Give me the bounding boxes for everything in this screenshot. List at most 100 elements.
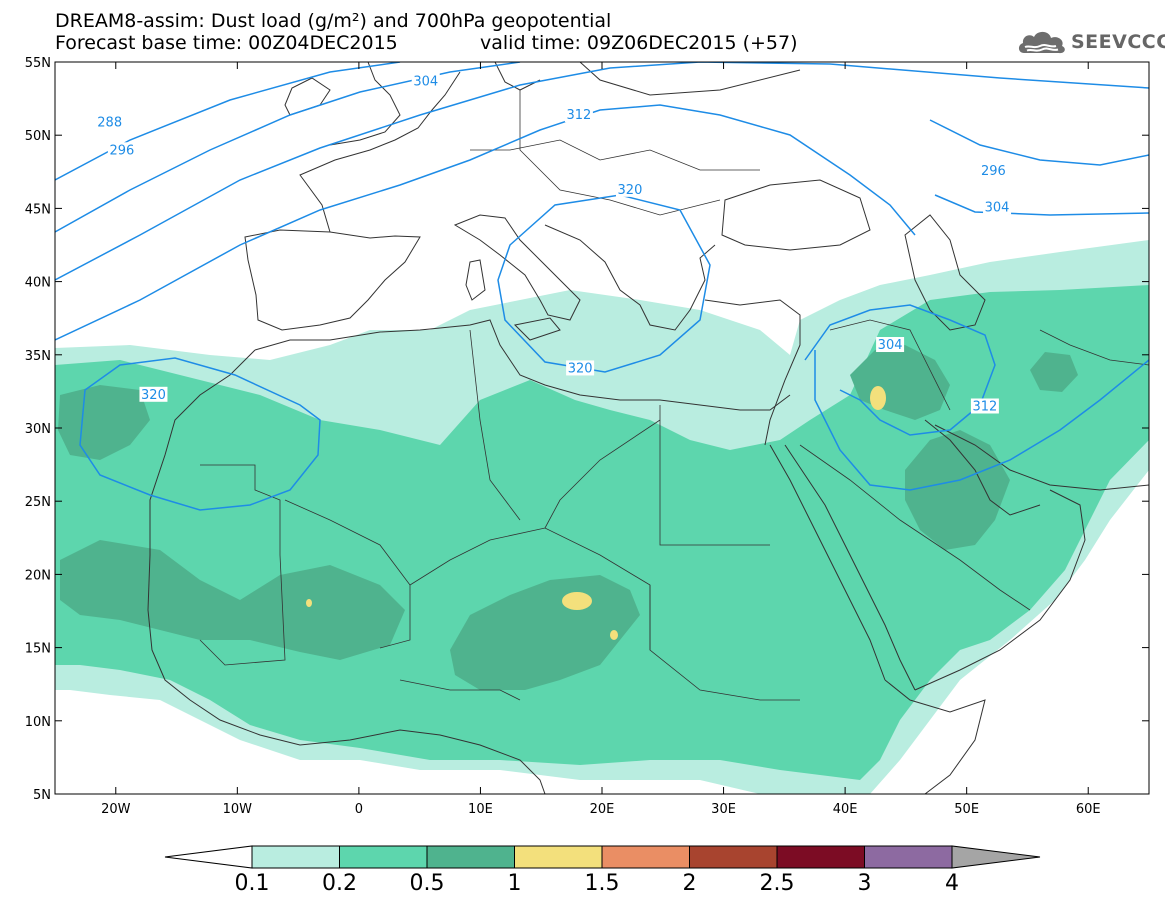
- svg-text:320: 320: [141, 388, 166, 403]
- svg-text:312: 312: [972, 400, 997, 415]
- coast-balkans: [544, 224, 716, 331]
- colorbar-label: 0.2: [322, 871, 357, 896]
- border-saudi: [799, 444, 1031, 611]
- contour-label: 296: [979, 162, 1008, 179]
- lat-tick-label: 15N: [25, 642, 51, 657]
- dust-band-1-iraq: [870, 386, 886, 410]
- colorbar-swatch: [339, 845, 428, 869]
- lat-tick-label: 50N: [25, 129, 51, 144]
- coast-north-africa: [254, 319, 791, 411]
- contour-label: 304: [411, 73, 440, 89]
- colorbar-label: 3: [858, 871, 872, 896]
- lat-tick-label: 55N: [25, 56, 51, 71]
- dust-band-1-chad-small: [610, 630, 618, 640]
- dust-band-1-mali: [306, 599, 312, 607]
- colorbar-label: 2.5: [760, 871, 795, 896]
- contour-label: 320: [139, 386, 168, 403]
- country-borders: [199, 90, 1149, 701]
- coast-baltic: [579, 62, 801, 96]
- dust-band-0.5-iran: [1030, 352, 1078, 392]
- contour-312-east: [814, 350, 1149, 491]
- contour-label: 296: [107, 142, 136, 158]
- contour-lines: 288 296 304 312 320 320 320 304 296 304 312: [55, 62, 1149, 511]
- colorbar-swatch: [776, 845, 865, 869]
- contour-320-mideast: [804, 304, 996, 436]
- lat-tick-label: 5N: [33, 788, 51, 803]
- coast-persian-gulf: [924, 419, 1041, 516]
- coast-sicily: [513, 317, 561, 341]
- svg-text:296: 296: [981, 164, 1006, 179]
- colorbar-label: 0.1: [235, 871, 270, 896]
- lon-tick-label: 40E: [833, 802, 858, 817]
- lon-tick-label: 0: [355, 802, 363, 817]
- lon-tick-label: 20E: [590, 802, 615, 817]
- lon-tick-label: 10W: [223, 802, 253, 817]
- coast-denmark: [494, 62, 541, 91]
- svg-text:312: 312: [566, 108, 591, 123]
- svg-text:320: 320: [568, 361, 593, 376]
- svg-text:320: 320: [618, 183, 643, 198]
- valid-time: valid time: 09Z06DEC2015 (+57): [480, 32, 798, 54]
- contour-label: 312: [564, 107, 593, 123]
- contour-label: 288: [95, 114, 124, 130]
- lon-axis: 20W 10W 0 10E 20E 30E 40E 50E 60E: [101, 62, 1101, 817]
- lon-tick-label: 10E: [468, 802, 493, 817]
- dust-band-0.5-gulf: [905, 430, 1010, 550]
- border-mauritania: [199, 464, 286, 666]
- lon-tick-label: 50E: [954, 802, 979, 817]
- coast-west-africa: [147, 349, 546, 794]
- contour-label: 312: [970, 398, 999, 415]
- border-europe-a: [470, 139, 760, 171]
- colorbar-swatch: [601, 845, 690, 869]
- colorbar-over-triangle: [951, 845, 1041, 869]
- contour-304-east: [934, 194, 1149, 216]
- svg-text:304: 304: [985, 200, 1010, 215]
- svg-text:304: 304: [413, 74, 438, 89]
- contour-296-west: [55, 62, 521, 233]
- cloud-icon: [1018, 31, 1065, 54]
- svg-text:296: 296: [109, 143, 134, 158]
- colorbar-label: 1.5: [585, 871, 620, 896]
- coast-iran-south: [934, 424, 1149, 491]
- contour-label: 304: [983, 199, 1012, 215]
- lon-tick-label: 20W: [101, 802, 131, 817]
- svg-text:288: 288: [97, 115, 122, 130]
- dust-band-0.5-chad: [450, 575, 640, 690]
- coast-sardinia: [465, 259, 486, 301]
- coast-arabia-south: [914, 489, 1086, 691]
- lat-tick-label: 20N: [25, 568, 51, 583]
- border-europe-b: [519, 90, 721, 216]
- coast-france: [299, 71, 461, 233]
- lat-axis: 55N 50N 45N 40N 35N 30N 25N 20N 15N 10N 5N: [25, 56, 1149, 803]
- border-iraq: [829, 319, 951, 411]
- lat-tick-label: 10N: [25, 715, 51, 730]
- dust-band-1-chad: [562, 592, 592, 610]
- coast-caspian: [904, 214, 986, 331]
- lat-tick-label: 25N: [25, 495, 51, 510]
- coast-red-sea-west: [769, 444, 886, 681]
- coast-red-sea-east: [784, 444, 916, 691]
- coast-italy: [453, 214, 581, 321]
- svg-text:304: 304: [878, 338, 903, 353]
- contour-320-morocco: [79, 357, 321, 511]
- colorbar-swatch: [251, 845, 340, 869]
- coast-turkey: [704, 299, 801, 446]
- coast-black-sea: [721, 179, 871, 251]
- border-egypt-sudan: [659, 405, 770, 546]
- border-algeria-libya: [469, 329, 521, 521]
- colorbar-label: 4: [945, 871, 959, 896]
- contour-320-central: [497, 194, 711, 373]
- seevccc-logo: SEEVCCC: [1016, 26, 1165, 58]
- colorbar-under-triangle: [164, 845, 253, 869]
- border-mali: [284, 499, 411, 649]
- dust-band-0.5-sahel: [60, 540, 405, 660]
- border-iran-east: [1039, 329, 1149, 366]
- border-sudan: [649, 585, 800, 701]
- contour-304: [55, 62, 1149, 281]
- contour-288: [55, 62, 401, 181]
- coast-iberia: [244, 229, 421, 331]
- contour-label: 304: [876, 337, 905, 353]
- logo-text: SEEVCCC: [1071, 31, 1165, 53]
- lat-tick-label: 30N: [25, 422, 51, 437]
